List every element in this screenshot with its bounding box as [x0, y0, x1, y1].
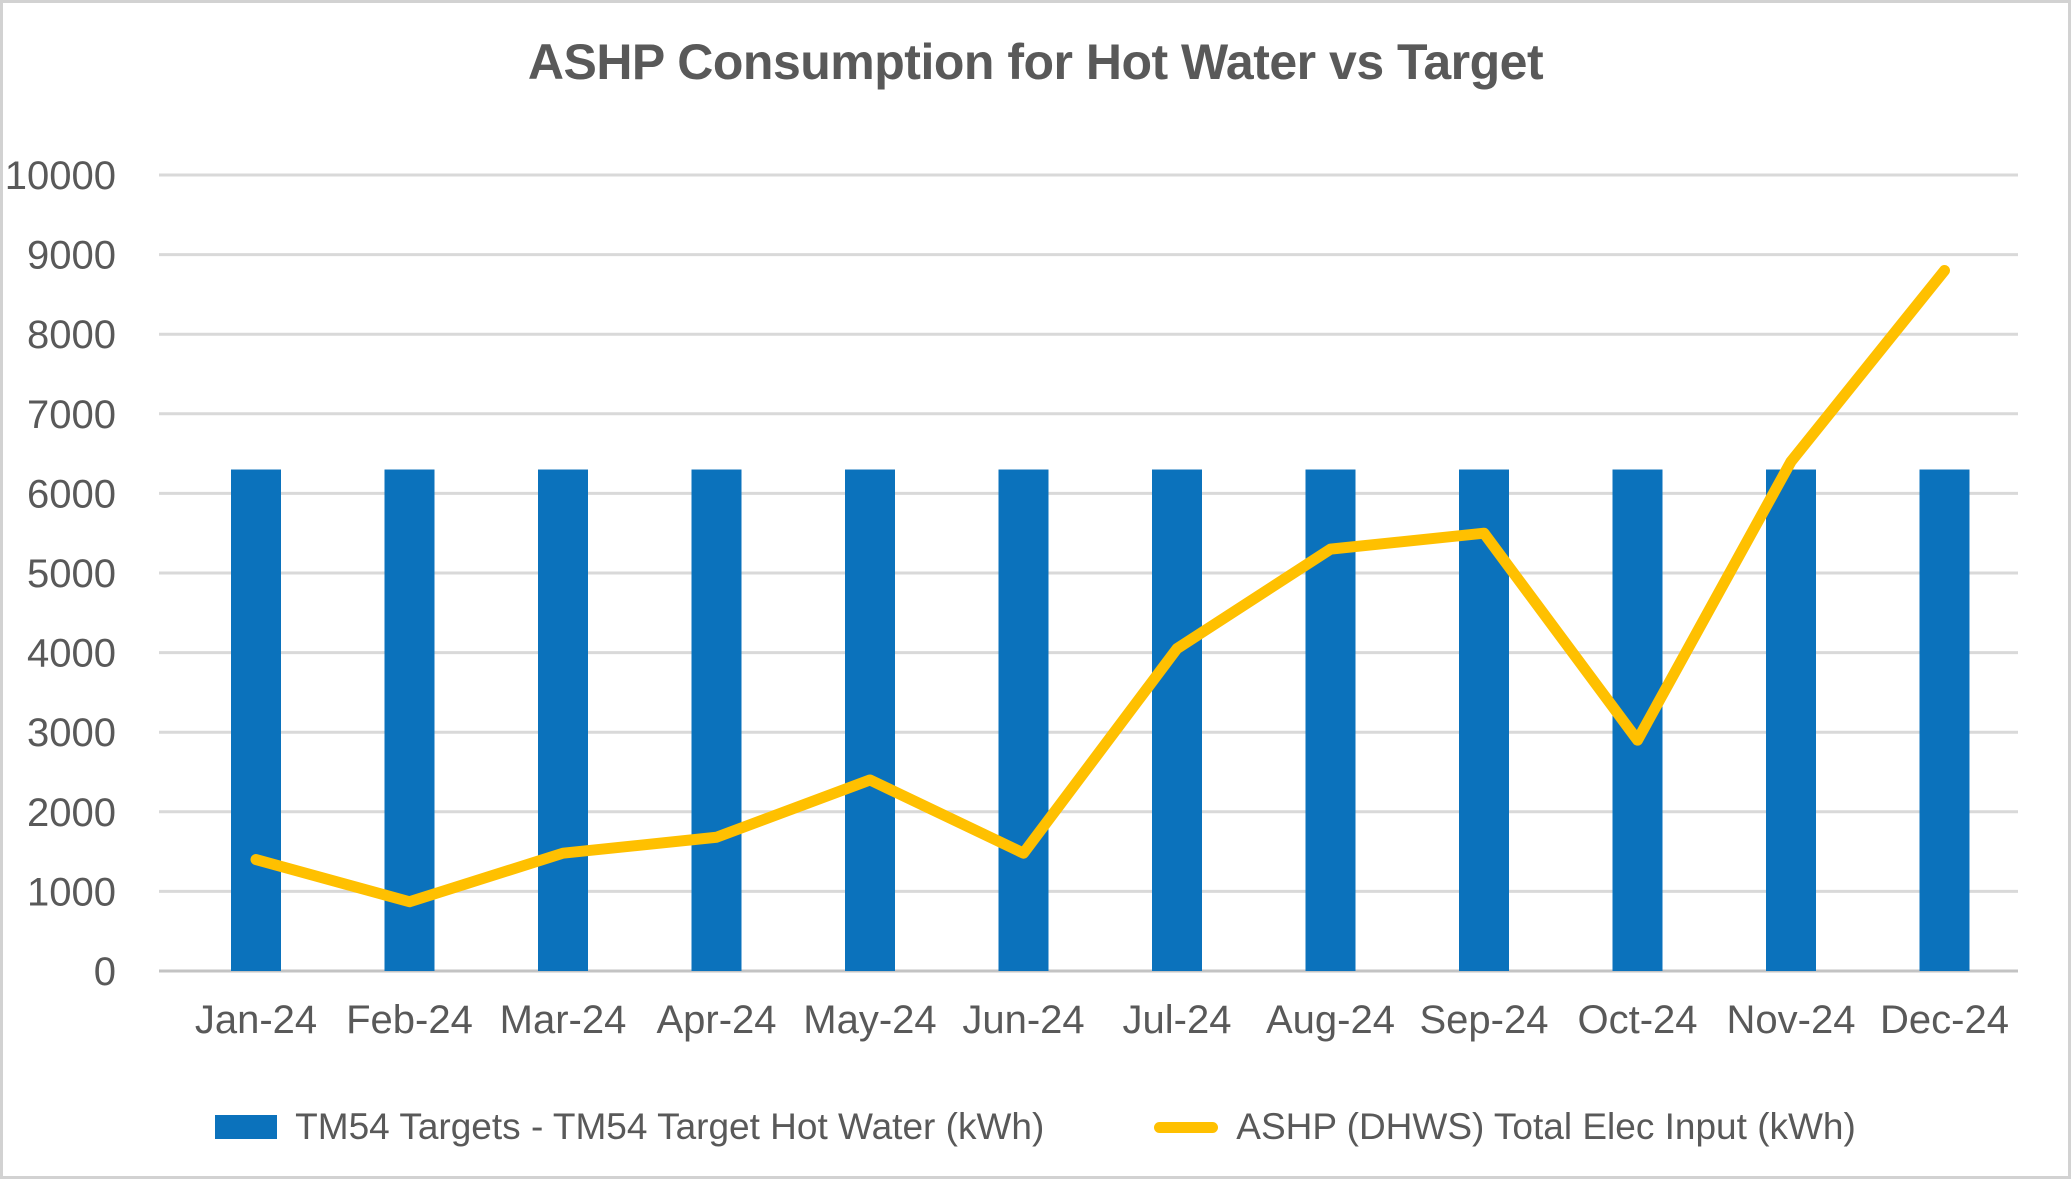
- line-series-label: ASHP (DHWS) Total Elec Input (kWh): [1236, 1106, 1856, 1147]
- x-tick-label: Aug-24: [1266, 998, 1395, 1042]
- bar-series-swatch: [215, 1115, 278, 1139]
- bar: [845, 469, 895, 971]
- y-tick-label: 5000: [27, 552, 116, 596]
- legend: TM54 Targets - TM54 Target Hot Water (kW…: [3, 1106, 2068, 1148]
- bar: [1919, 469, 1970, 971]
- y-tick-label: 4000: [27, 632, 116, 676]
- y-tick-label: 3000: [27, 711, 116, 755]
- x-tick-label: May-24: [803, 998, 936, 1042]
- bar: [231, 469, 281, 971]
- bar: [1766, 469, 1816, 971]
- x-tick-label: Apr-24: [656, 998, 776, 1042]
- bar: [1459, 469, 1509, 971]
- line-series: [250, 265, 1950, 908]
- bar: [998, 469, 1049, 971]
- y-tick-label: 9000: [27, 234, 116, 278]
- x-tick-label: Jun-24: [962, 998, 1084, 1042]
- bar: [538, 469, 588, 971]
- y-tick-label: 2000: [27, 791, 116, 835]
- y-tick-label: 0: [94, 950, 116, 994]
- line-series-swatch: [1154, 1121, 1219, 1133]
- x-tick-label: Sep-24: [1420, 998, 1549, 1042]
- y-tick-label: 6000: [27, 472, 116, 516]
- bar: [1152, 469, 1202, 971]
- x-tick-label: Jul-24: [1123, 998, 1232, 1042]
- x-tick-label: Oct-24: [1577, 998, 1697, 1042]
- plot-area: 0 1000 2000 3000 4000 5000 6000 7000 8000 9000 100…: [5, 154, 2018, 1042]
- y-tick-label: 7000: [27, 393, 116, 437]
- bar: [384, 469, 435, 971]
- x-tick-label: Feb-24: [346, 998, 473, 1042]
- chart-title: ASHP Consumption for Hot Water vs Target: [527, 34, 1544, 90]
- x-tick-label: Mar-24: [500, 998, 627, 1042]
- y-tick-label: 8000: [27, 313, 116, 357]
- x-tick-label: Dec-24: [1880, 998, 2009, 1042]
- x-tick-label: Jan-24: [195, 998, 317, 1042]
- legend-item-targets: TM54 Targets - TM54 Target Hot Water (kW…: [215, 1106, 1044, 1148]
- y-tick-label: 10000: [5, 154, 116, 198]
- x-tick-label: Nov-24: [1727, 998, 1856, 1042]
- bar: [691, 469, 742, 971]
- legend-item-ashp: ASHP (DHWS) Total Elec Input (kWh): [1154, 1106, 1856, 1148]
- y-tick-label: 1000: [27, 870, 116, 914]
- bar-series-label: TM54 Targets - TM54 Target Hot Water (kW…: [295, 1106, 1045, 1147]
